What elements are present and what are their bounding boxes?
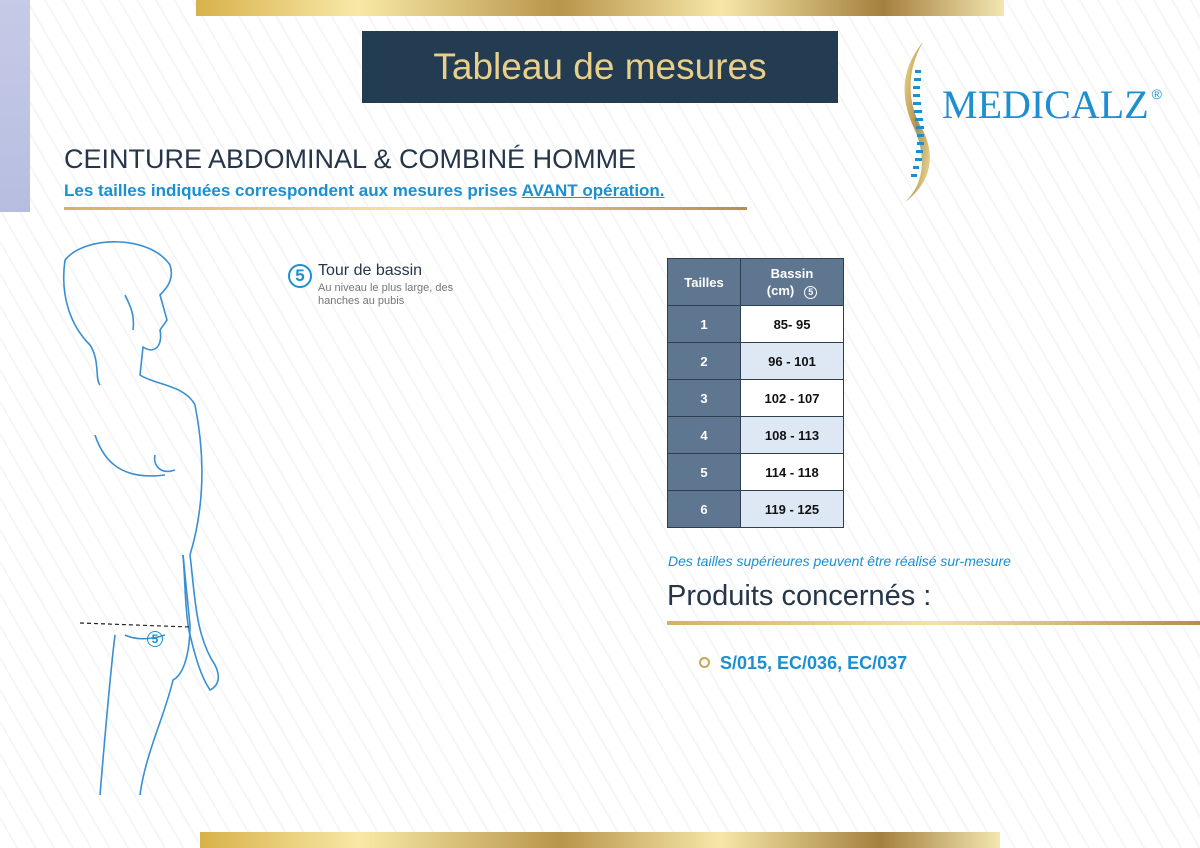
registered-mark: ® [1151, 86, 1162, 102]
table-row: 5 114 - 118 [667, 453, 844, 491]
table-row: 4 108 - 113 [667, 416, 844, 454]
table-row: 2 96 - 101 [667, 342, 844, 380]
value-cell: 102 - 107 [740, 379, 844, 417]
measurement-note: Les tailles indiquées correspondent aux … [64, 181, 665, 201]
product-heading: CEINTURE ABDOMINAL & COMBINÉ HOMME [64, 144, 637, 174]
measure-number-badge: 5 [288, 264, 312, 288]
size-cell: 6 [667, 490, 741, 528]
product-codes: S/015, EC/036, EC/037 [720, 653, 908, 673]
gold-divider [64, 207, 747, 210]
spine-logo-icon [904, 42, 930, 202]
table-row: 1 85- 95 [667, 305, 844, 343]
note-prefix: Les tailles indiquées correspondent aux … [64, 181, 522, 200]
note-emphasis: AVANT opération. [521, 181, 665, 200]
side-accent-bar [0, 0, 30, 212]
bullet-icon [699, 657, 710, 668]
measure-description: Au niveau le plus large, des hanches au … [318, 282, 454, 307]
size-cell: 4 [667, 416, 741, 454]
value-cell: 108 - 113 [740, 416, 844, 454]
bottom-gold-bar [200, 832, 1000, 848]
header-marker: 5 [804, 286, 818, 299]
table-row: 6 119 - 125 [667, 490, 844, 528]
brand-logo: MEDICALZ ® [942, 82, 1162, 128]
brand-logo-text: MEDICALZ [942, 82, 1149, 127]
value-cell: 114 - 118 [740, 453, 844, 491]
size-cell: 5 [667, 453, 741, 491]
products-heading: Produits concernés : [667, 580, 932, 612]
size-cell: 1 [667, 305, 741, 343]
table-header-row: Tailles Bassin (cm) 5 [667, 258, 844, 306]
top-gold-bar [196, 0, 1004, 16]
value-cell: 96 - 101 [740, 342, 844, 380]
value-cell: 85- 95 [740, 305, 844, 343]
value-cell: 119 - 125 [740, 490, 844, 528]
size-cell: 3 [667, 379, 741, 417]
body-figure-illustration [62, 241, 220, 796]
page-title: Tableau de mesures [362, 31, 838, 103]
gold-divider [667, 621, 1200, 625]
size-cell: 2 [667, 342, 741, 380]
header-unit: (cm) [766, 283, 795, 298]
header-measure: Bassin (cm) 5 [740, 258, 844, 306]
measure-label: Tour de bassin [318, 262, 423, 279]
custom-size-note: Des tailles supérieures peuvent être réa… [668, 553, 1011, 569]
table-row: 3 102 - 107 [667, 379, 844, 417]
header-measure-label: Bassin [770, 266, 814, 281]
figure-marker-5: 5 [147, 631, 163, 647]
header-size: Tailles [667, 258, 741, 306]
